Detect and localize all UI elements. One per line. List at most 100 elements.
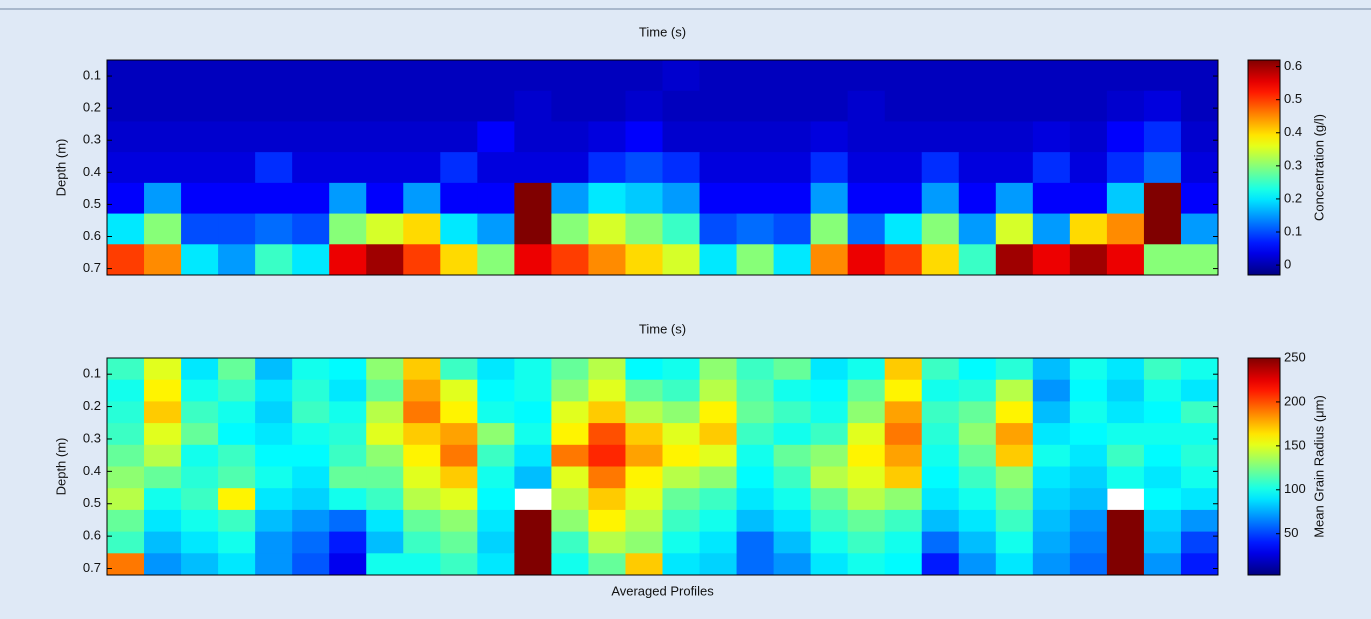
heat-cell	[403, 358, 441, 380]
heat-cell	[292, 488, 330, 510]
heat-cell	[811, 553, 849, 575]
heat-cell	[1107, 214, 1145, 245]
heat-cell	[477, 121, 515, 152]
heat-cell	[329, 488, 367, 510]
heat-cell	[885, 510, 923, 532]
heat-cell	[144, 467, 182, 489]
heat-cell	[107, 401, 145, 423]
heat-cell	[959, 488, 997, 510]
heat-cell	[366, 121, 404, 152]
heat-cell	[774, 553, 812, 575]
heat-cell	[1144, 244, 1182, 275]
heat-cell	[255, 380, 293, 402]
heat-cell	[440, 152, 478, 183]
heat-cell	[1181, 445, 1219, 467]
heat-cell	[663, 532, 701, 554]
heat-cell	[292, 553, 330, 575]
heat-cell	[218, 152, 256, 183]
heat-cell	[144, 380, 182, 402]
heat-cell	[700, 467, 738, 489]
heat-cell	[885, 244, 923, 275]
heat-cell	[366, 244, 404, 275]
heat-cell	[848, 532, 886, 554]
heat-cell	[107, 152, 145, 183]
heat-cell	[1181, 358, 1219, 380]
heat-cell	[1070, 510, 1108, 532]
y-axis-label: Depth (m)	[53, 438, 68, 496]
heat-cell	[255, 214, 293, 245]
colorbar-tick-label: 150	[1284, 437, 1306, 452]
heat-cell	[144, 244, 182, 275]
heat-cell	[848, 401, 886, 423]
heat-cell	[959, 358, 997, 380]
heat-cell	[588, 91, 626, 122]
heat-cell	[181, 152, 219, 183]
colorbar-label: Concentration (g/l)	[1311, 114, 1326, 221]
heat-cell	[774, 423, 812, 445]
heat-cell	[255, 510, 293, 532]
heat-cell	[885, 553, 923, 575]
heat-cell	[625, 91, 663, 122]
heat-cell	[922, 380, 960, 402]
heat-cell	[551, 244, 589, 275]
heat-cell	[811, 510, 849, 532]
heat-cell	[477, 214, 515, 245]
heat-cell	[144, 152, 182, 183]
colorbar-label: Mean Grain Radius (μm)	[1311, 395, 1326, 538]
heat-cell	[107, 553, 145, 575]
heat-cell	[885, 380, 923, 402]
heat-cell	[885, 445, 923, 467]
heat-cell	[774, 445, 812, 467]
heat-cell	[1181, 532, 1219, 554]
heat-cell	[625, 152, 663, 183]
heat-cell	[885, 214, 923, 245]
heat-cell	[1144, 152, 1182, 183]
heat-cell	[663, 467, 701, 489]
heat-cell	[477, 91, 515, 122]
heat-cell	[1107, 423, 1145, 445]
heat-cell	[848, 553, 886, 575]
heat-cell	[329, 532, 367, 554]
heat-cell	[959, 532, 997, 554]
heat-cell	[107, 91, 145, 122]
heat-cell	[625, 467, 663, 489]
colorbar-tick-label: 0.1	[1284, 223, 1302, 238]
heat-cell	[1181, 467, 1219, 489]
heat-cell	[588, 244, 626, 275]
heat-cell	[181, 467, 219, 489]
heat-cell	[996, 152, 1034, 183]
heat-cell	[700, 214, 738, 245]
y-tick-label: 0.4	[83, 164, 101, 179]
heat-cell	[144, 510, 182, 532]
heat-cell	[737, 488, 775, 510]
heat-cell	[551, 401, 589, 423]
heat-cell	[107, 380, 145, 402]
heat-cell	[1070, 91, 1108, 122]
heat-cell	[625, 358, 663, 380]
heat-cell	[292, 380, 330, 402]
heat-cell	[811, 214, 849, 245]
heat-cell	[663, 358, 701, 380]
heat-cell	[922, 423, 960, 445]
heat-cell	[1107, 358, 1145, 380]
heat-cell	[625, 214, 663, 245]
colorbar-tick-label: 100	[1284, 481, 1306, 496]
heat-cell	[144, 358, 182, 380]
chart-title: Time (s)	[639, 24, 686, 39]
heat-cell	[477, 183, 515, 214]
heat-cell	[885, 467, 923, 489]
heat-cell	[144, 532, 182, 554]
heat-cell	[1070, 553, 1108, 575]
heat-cell	[477, 60, 515, 91]
colorbar-tick-label: 200	[1284, 393, 1306, 408]
heat-cell	[848, 244, 886, 275]
heat-cell	[588, 152, 626, 183]
heat-cell	[588, 60, 626, 91]
heat-cell	[514, 91, 552, 122]
heat-cell	[329, 152, 367, 183]
heat-cell	[959, 553, 997, 575]
y-tick-label: 0.1	[83, 67, 101, 82]
heat-cell	[440, 401, 478, 423]
heat-cell	[366, 183, 404, 214]
heat-cell	[440, 553, 478, 575]
